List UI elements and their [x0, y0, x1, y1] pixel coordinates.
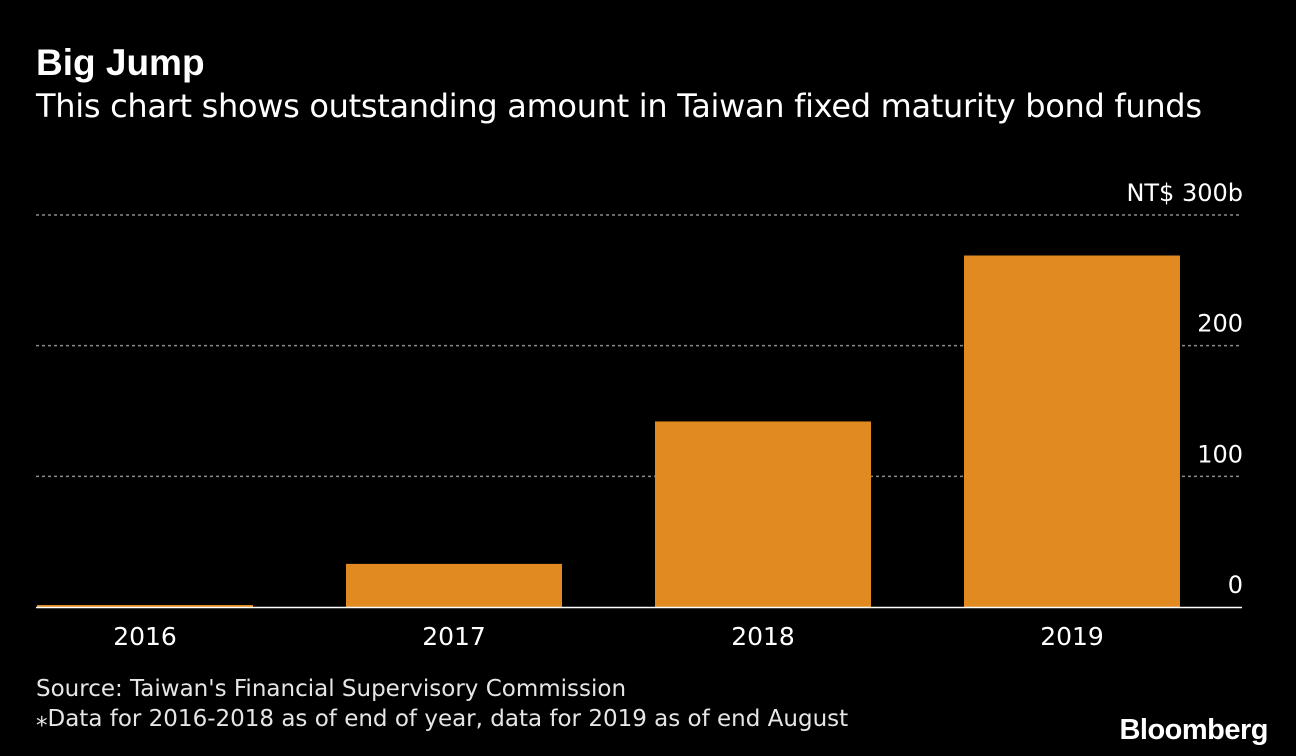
- bar: [346, 563, 562, 607]
- x-tick-label: 2017: [422, 622, 486, 651]
- y-tick-label: 100: [1197, 440, 1243, 468]
- chart-title: Big Jump: [36, 42, 205, 83]
- footnote: ⁎Data for 2016-2018 as of end of year, d…: [36, 706, 849, 732]
- y-tick-label: NT$ 300b: [1126, 179, 1243, 207]
- bar: [964, 255, 1180, 608]
- bar: [37, 605, 253, 607]
- x-tick-label: 2019: [1040, 622, 1104, 651]
- bloomberg-logo: Bloomberg: [1119, 714, 1268, 746]
- source-note: Source: Taiwan's Financial Supervisory C…: [36, 676, 627, 702]
- chart-subtitle: This chart shows outstanding amount in T…: [36, 87, 1202, 125]
- bar-chart: 0 100 200 NT$ 300b 2016 2017 2018 2019: [36, 179, 1243, 651]
- x-tick-label: 2018: [731, 622, 795, 651]
- x-tick-label: 2016: [113, 622, 177, 651]
- y-tick-label: 200: [1197, 310, 1243, 338]
- bar: [655, 421, 871, 607]
- y-tick-label: 0: [1228, 571, 1243, 599]
